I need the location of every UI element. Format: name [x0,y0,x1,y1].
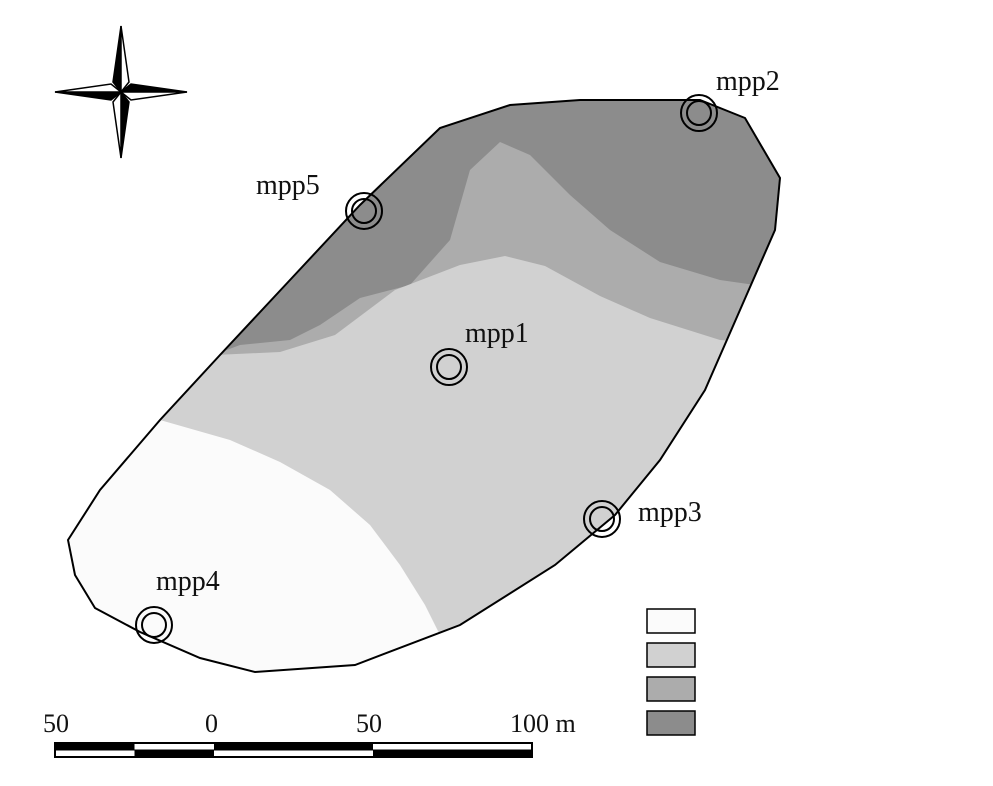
point-mpp5[interactable] [345,192,383,230]
compass-rose-icon [54,25,188,159]
point-mpp1[interactable] [430,348,468,386]
zone-1-area [68,400,450,672]
scale-tick-left-50: 50 [43,709,69,738]
point-mpp3[interactable] [583,500,621,538]
label-mpp2: mpp2 [716,66,780,97]
label-mpp1: mpp1 [465,318,529,349]
legend-swatch-zone-1 [646,608,696,634]
label-mpp4: mpp4 [156,566,220,597]
label-mpp5: mpp5 [256,170,320,201]
label-mpp3: mpp3 [638,497,702,528]
scale-bar [54,742,533,758]
scale-tick-100m: 100 m [510,709,576,738]
legend-swatch-zone-3 [646,676,696,702]
legend-swatch-zone-2 [646,642,696,668]
scale-tick-0: 0 [205,709,218,738]
site-boundary [66,99,782,674]
point-mpp2[interactable] [680,94,718,132]
legend [646,608,696,736]
point-mpp4[interactable] [135,606,173,644]
scale-tick-50: 50 [356,709,382,738]
legend-swatch-zone-4 [646,710,696,736]
